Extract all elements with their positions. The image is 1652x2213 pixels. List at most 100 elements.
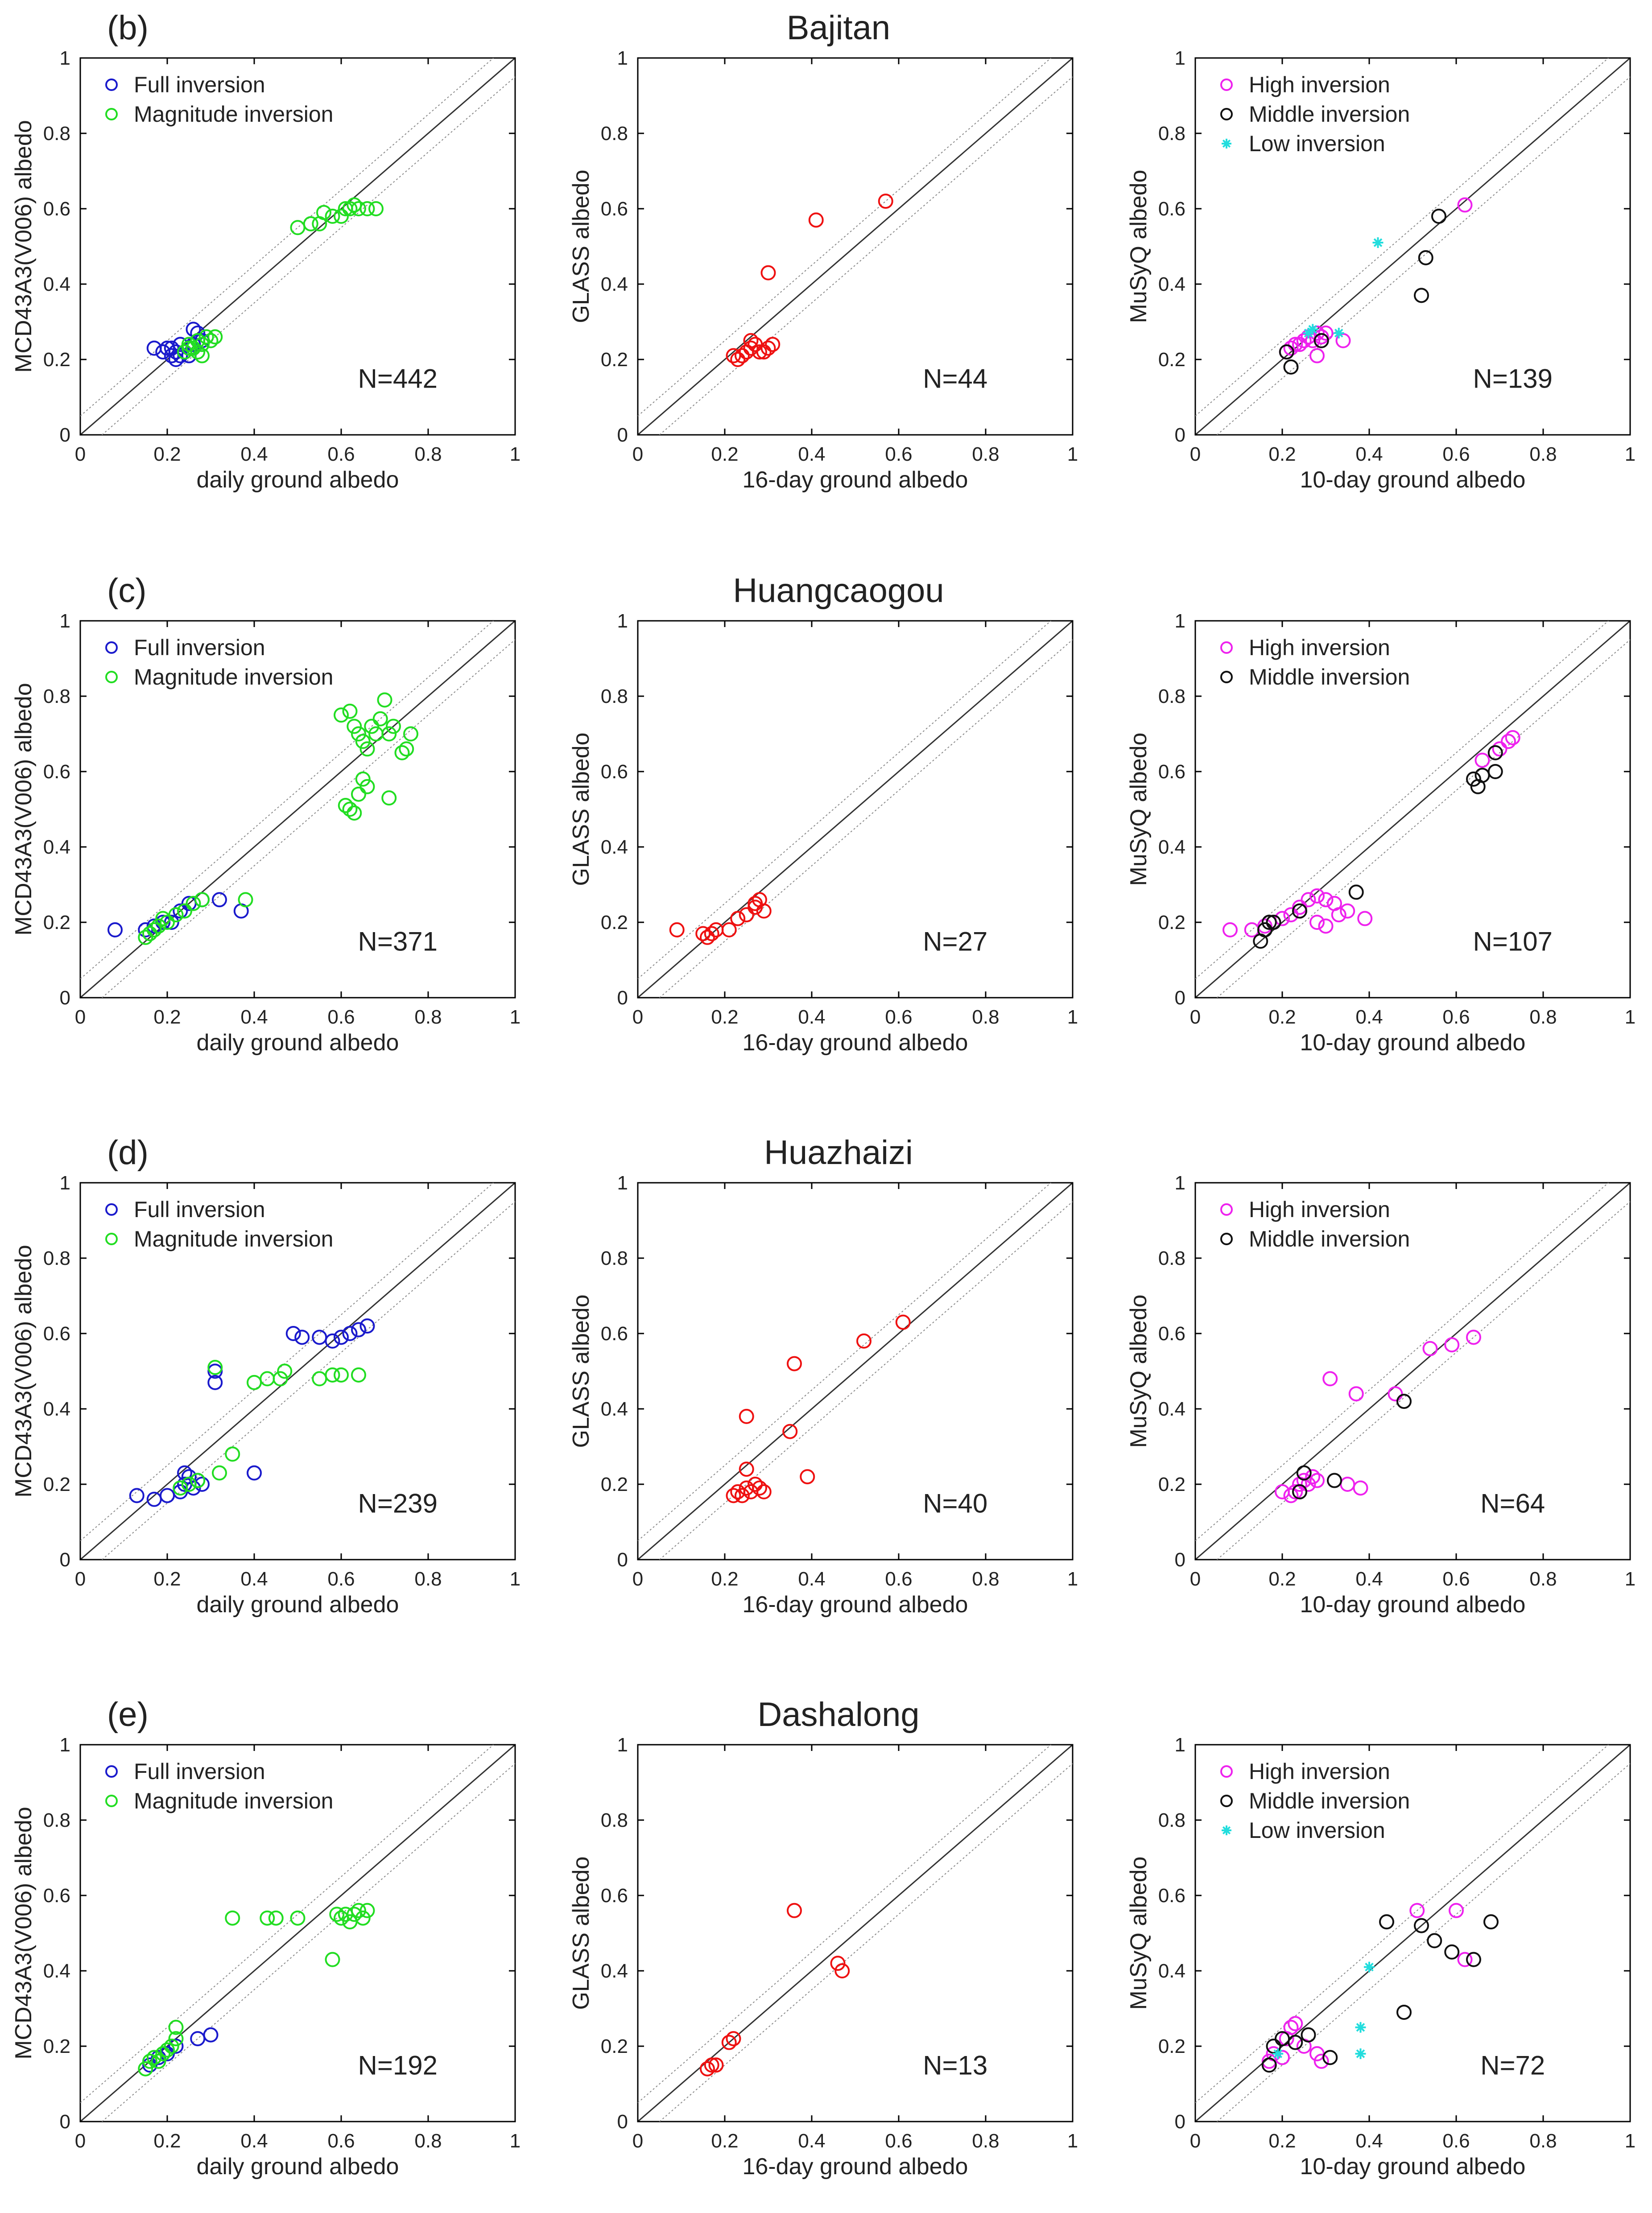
data-points [1222,730,1520,949]
one-to-one-line [80,58,515,435]
scatter-panel: 00 0.2 0.2 0.4 0.4 0.6 0.6 0.8 0.8 1 1 16-day groun… [568,1734,1078,2180]
data-point [1357,911,1373,926]
y-tick-label: 1 [60,610,70,632]
x-axis-label: daily ground albedo [197,2154,399,2180]
data-point-star [1355,2022,1366,2033]
data-point [1457,197,1473,213]
x-tick-label: 0.2 [153,443,181,465]
x-tick-label: 0.6 [1442,2130,1470,2152]
data-point [325,1367,340,1383]
data-point [1466,771,1481,787]
y-tick-label: 0.8 [601,685,628,707]
data-point [207,1375,223,1390]
data-point [704,926,719,941]
data-point [381,790,397,806]
legend-marker [105,78,118,91]
lower-bound-line [1217,1763,1630,2122]
data-point [1431,208,1446,224]
x-tick-label: 1 [510,1568,520,1590]
data-point [800,1469,815,1485]
x-tick-label: 0.6 [327,1006,355,1028]
y-tick-label: 0.4 [1158,273,1185,295]
data-point [155,915,171,930]
data-point [160,2042,175,2058]
y-tick-label: 0.2 [1158,1474,1185,1495]
x-tick-label: 0 [632,443,643,465]
data-point [168,907,184,923]
site-title-huangcaogou: Huangcaogou [733,572,944,610]
y-axis-label: GLASS albedo [568,1856,594,2010]
y-tick-label: 0.8 [601,1247,628,1269]
x-tick-label: 0.2 [1268,2130,1296,2152]
data-point [151,918,166,934]
y-axis-label: MuSyQ albedo [1126,1857,1152,2010]
scatter-panel: 00 0.2 0.2 0.4 0.4 0.6 0.6 0.8 0.8 1 1 16-day groun… [568,1172,1078,1618]
y-tick-label: 0.2 [601,2035,628,2057]
data-point [198,329,214,345]
data-point [700,2061,715,2077]
data-point [238,892,253,908]
y-tick-label: 1 [617,610,628,632]
reference-lines [80,1183,515,1560]
legend: High inversion Middle inversion [1220,1197,1410,1251]
data-point [708,2057,724,2073]
y-tick-label: 0 [617,2111,628,2133]
data-point [303,216,318,231]
data-point [1501,734,1516,749]
data-point [186,896,201,911]
legend: High inversion Middle inversion Low invers… [1220,1759,1410,1843]
y-tick-label: 1 [1175,610,1185,632]
data-point [190,1473,206,1488]
data-point [739,1462,754,1477]
data-point [186,340,201,356]
lower-bound-line [102,76,515,435]
one-to-one-line [1195,1183,1630,1560]
star-stroke [1356,2049,1365,2058]
x-tick-label: 1 [1625,443,1635,465]
x-tick-label: 1 [510,1006,520,1028]
data-point [359,741,375,757]
scatter-panel: 00 0.2 0.2 0.4 0.4 0.6 0.6 0.8 0.8 1 1 10-day groun… [1126,610,1635,1056]
x-tick-label: 0.4 [1355,1006,1383,1028]
data-point [168,2031,184,2047]
site-title-huazhaizi: Huazhaizi [764,1134,913,1172]
y-tick-label: 0.4 [43,273,70,295]
data-point [1283,340,1299,356]
data-point [351,1367,366,1383]
y-tick-label: 0.6 [43,1885,70,1907]
legend-marker [1220,1203,1233,1216]
scatter-panel: 00 0.2 0.2 0.4 0.4 0.6 0.6 0.8 0.8 1 1 16-day groun… [568,610,1078,1056]
data-point [1379,1914,1394,1930]
y-tick-label: 0 [1175,1549,1185,1571]
upper-bound-line [638,1183,1051,1541]
y-tick-label: 1 [1175,1734,1185,1756]
x-axis-label: 10-day ground albedo [1300,467,1526,493]
x-tick-label: 0.8 [1529,1568,1557,1590]
lower-bound-line [659,1201,1073,1560]
data-point [247,1465,262,1481]
x-tick-label: 0.8 [972,443,999,465]
x-tick-label: 0.6 [885,2130,912,2152]
data-point [207,329,223,345]
y-tick-label: 0.6 [1158,198,1185,220]
legend-label: Full inversion [134,1197,265,1222]
lower-bound-line [659,639,1073,998]
x-tick-label: 1 [1625,1568,1635,1590]
x-tick-label: 0 [75,1006,86,1028]
y-tick-label: 0.8 [43,1247,70,1269]
data-point [735,348,750,363]
data-point [721,2035,737,2050]
data-point [146,922,162,937]
x-tick-label: 0 [1190,443,1201,465]
data-point [1353,1480,1368,1496]
data-point [704,2057,719,2073]
data-point [181,340,197,356]
x-tick-label: 0.8 [414,2130,442,2152]
x-axis-label: 10-day ground albedo [1300,2154,1526,2180]
legend: Full inversion Magnitude inversion [105,1197,334,1251]
data-point [730,911,746,926]
data-points [726,194,893,367]
y-tick-label: 1 [60,1172,70,1194]
legend-label: Full inversion [134,72,265,97]
legend: High inversion Middle inversion Low invers… [1220,72,1410,156]
